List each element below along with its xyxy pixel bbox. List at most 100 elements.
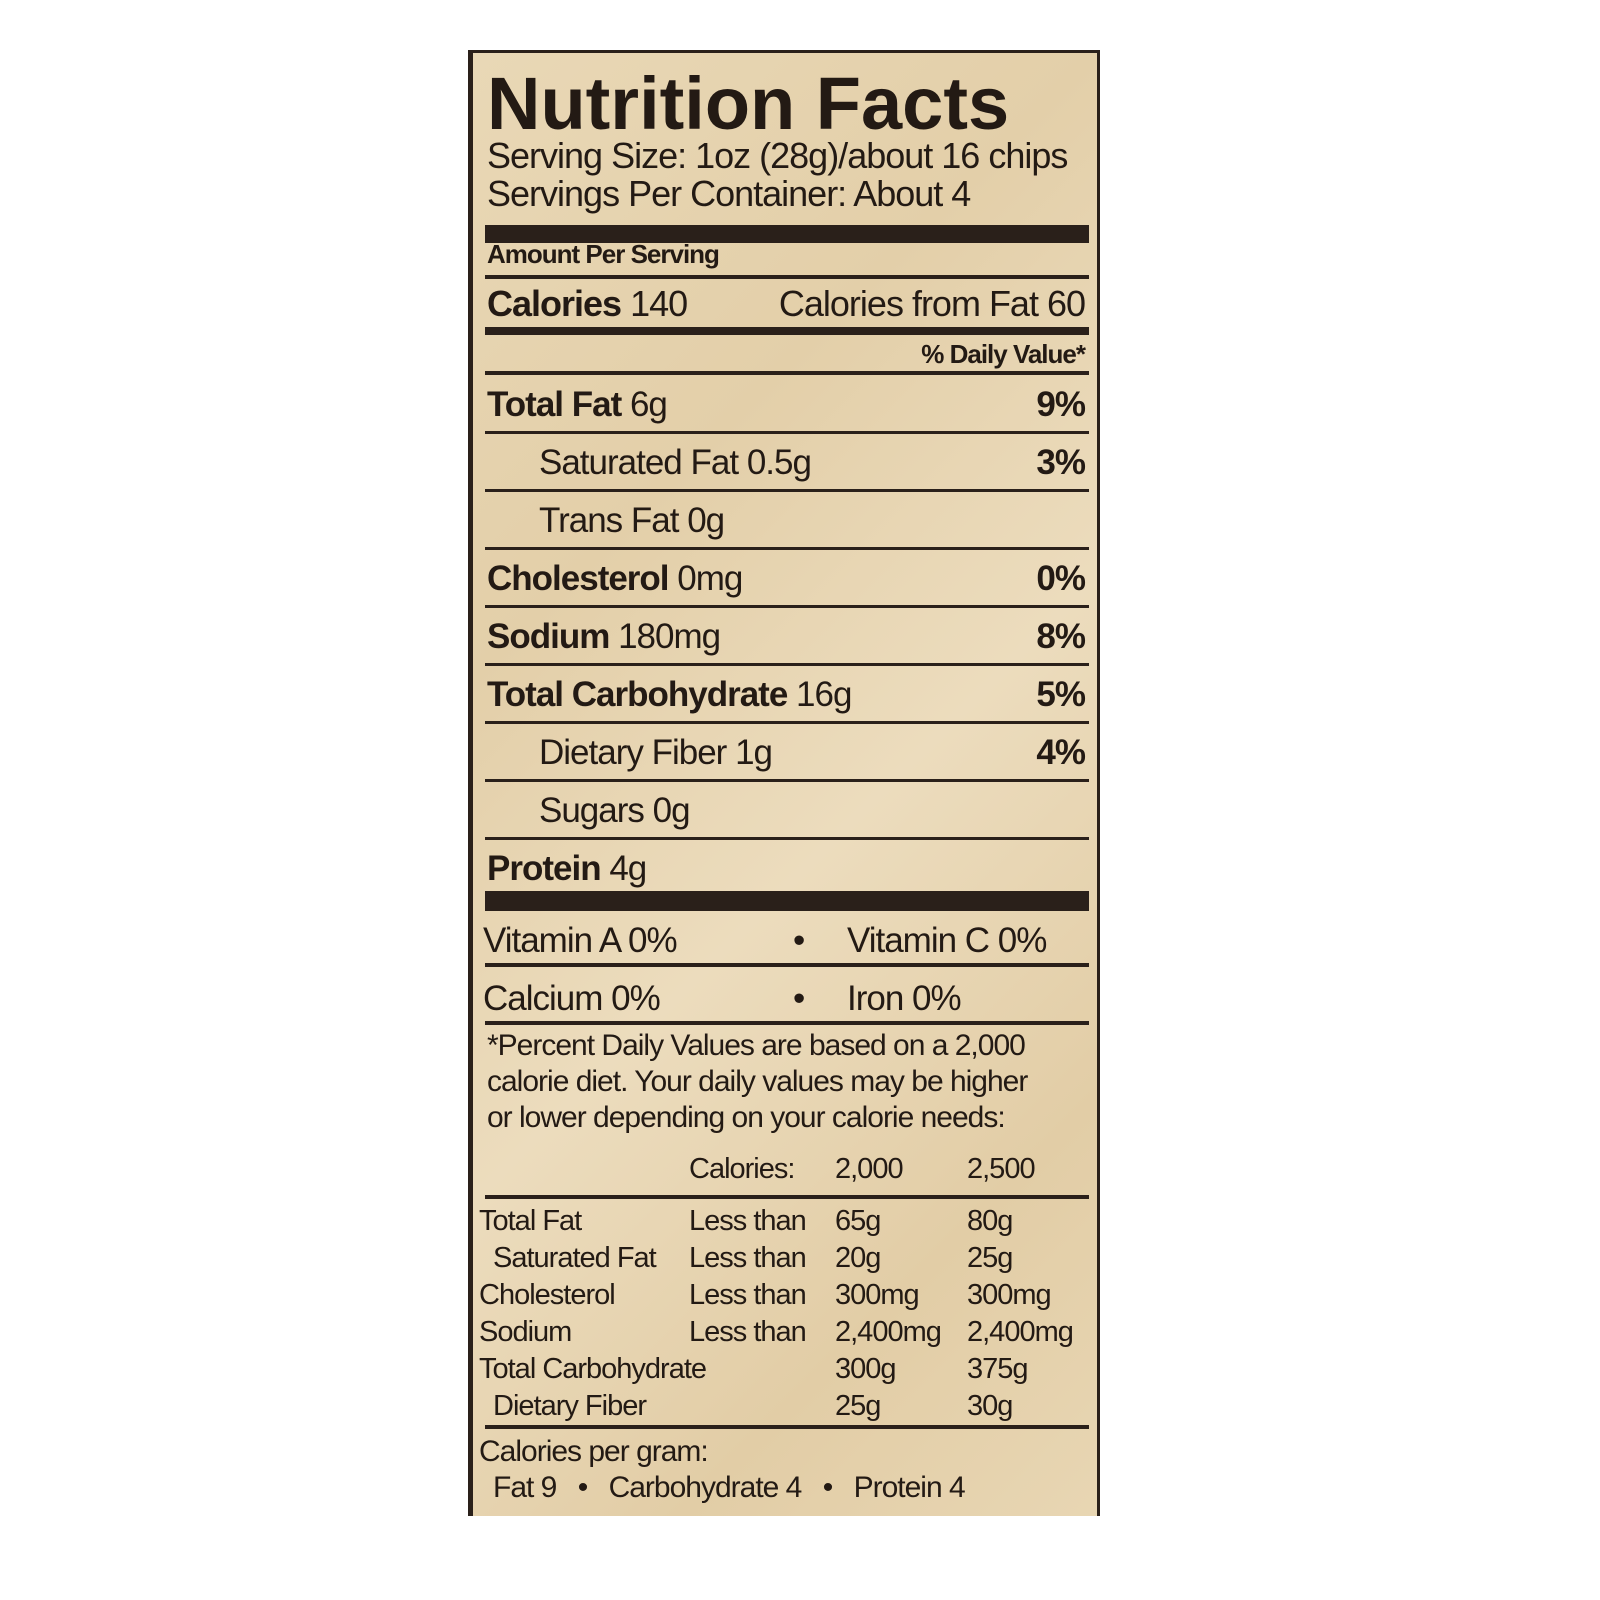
reference-row: Total Fat Less than 65g 80g [479, 1205, 1089, 1242]
footnote-line: or lower depending on your calorie needs… [487, 1101, 1006, 1134]
divider [485, 837, 1089, 840]
nutrient-row: Sugars 0g [485, 783, 1089, 840]
reference-cell: Less than [689, 1242, 807, 1274]
divider [485, 1425, 1089, 1429]
nutrient-name-amount: Sodium 180mg [487, 617, 721, 657]
footnote-line: calorie diet. Your daily values may be h… [487, 1065, 1028, 1098]
cpg-carbohydrate: Carbohydrate 4 [608, 1471, 803, 1504]
divider [485, 779, 1089, 782]
vitamin-row: Calcium 0% • Iron 0% [483, 971, 1089, 1027]
divider [485, 721, 1089, 724]
vitamin-right: Vitamin C 0% [847, 921, 1047, 960]
nutrient-amount: 16g [796, 675, 852, 714]
nutrient-name: Trans Fat [539, 501, 679, 540]
nutrient-name-amount: Saturated Fat 0.5g [539, 443, 812, 483]
nutrient-daily-value: 8% [1036, 617, 1086, 656]
nutrient-name-amount: Total Fat 6g [487, 385, 668, 425]
calories-from-fat: Calories from Fat 60 [778, 283, 1086, 324]
nutrient-name-amount: Sugars 0g [539, 791, 691, 831]
reference-header: Calories: 2,000 2,500 [485, 1153, 1089, 1199]
calories-per-gram-heading: Calories per gram: [479, 1435, 709, 1468]
nutrient-name: Saturated Fat [539, 443, 739, 482]
reference-cell: 80g [967, 1205, 1013, 1237]
bullet: • [822, 1471, 833, 1504]
reference-cell: 2,400mg [835, 1316, 942, 1348]
reference-cell: Saturated Fat [493, 1242, 657, 1274]
nutrient-amount: 0g [687, 501, 725, 540]
calories-label: Calories [487, 283, 622, 324]
divider [485, 1021, 1089, 1025]
nutrient-name-amount: Cholesterol 0mg [487, 559, 743, 599]
bullet: • [793, 921, 805, 960]
reference-cell: 25g [967, 1242, 1013, 1274]
cpg-fat: Fat 9 [493, 1471, 557, 1504]
bullet: • [577, 1471, 588, 1504]
reference-cell: Less than [689, 1316, 807, 1348]
nutrient-daily-value: 5% [1036, 675, 1086, 714]
reference-header-cell: 2,500 [967, 1153, 1036, 1185]
thick-divider [485, 225, 1089, 243]
nutrient-daily-value: 0% [1036, 559, 1086, 598]
nutrient-row: Trans Fat 0g [485, 493, 1089, 550]
reference-header-cell: Calories: [689, 1153, 795, 1185]
reference-row: Cholesterol Less than 300mg 300mg [479, 1279, 1089, 1316]
nutrient-name: Sugars [539, 791, 645, 830]
reference-cell: Cholesterol [479, 1279, 616, 1311]
footnote: *Percent Daily Values are based on a 2,0… [487, 1028, 1028, 1136]
vitamin-right: Iron 0% [847, 979, 962, 1018]
nutrient-row: Cholesterol 0mg 0% [485, 551, 1089, 608]
nutrient-amount: 180mg [618, 617, 721, 656]
divider [485, 1195, 1089, 1199]
nutrient-amount: 1g [735, 733, 773, 772]
divider [485, 605, 1089, 608]
reference-cell: 25g [835, 1390, 881, 1422]
vitamin-left: Calcium 0% [483, 979, 661, 1018]
nutrient-daily-value: 4% [1036, 733, 1086, 772]
reference-row: Saturated Fat Less than 20g 25g [487, 1242, 1089, 1279]
nutrient-row: Total Carbohydrate 16g 5% [485, 667, 1089, 724]
reference-cell: Total Carbohydrate [479, 1353, 707, 1385]
serving-size: Serving Size: 1oz (28g)/about 16 chips [487, 135, 1068, 176]
nutrient-daily-value: 3% [1036, 443, 1086, 482]
reference-cell: Less than [689, 1279, 807, 1311]
reference-cell: 300mg [835, 1279, 920, 1311]
servings-per-container: Servings Per Container: About 4 [487, 173, 971, 214]
divider [485, 371, 1089, 375]
label-title: Nutrition Facts [487, 62, 1010, 145]
amount-per-serving: Amount Per Serving [487, 239, 720, 269]
divider [485, 547, 1089, 550]
nutrient-amount: 0.5g [746, 443, 812, 482]
reference-cell: 20g [835, 1242, 881, 1274]
nutrient-name: Cholesterol [487, 559, 670, 598]
vitamin-row: Vitamin A 0% • Vitamin C 0% [483, 913, 1089, 969]
nutrient-row: Sodium 180mg 8% [485, 609, 1089, 666]
divider [485, 275, 1089, 279]
reference-header-cell: 2,000 [835, 1153, 904, 1185]
reference-row: Total Carbohydrate 300g 375g [479, 1353, 1089, 1390]
divider [485, 489, 1089, 492]
nutrient-row: Dietary Fiber 1g 4% [485, 725, 1089, 782]
nutrient-daily-value: 9% [1036, 385, 1086, 424]
divider [485, 327, 1089, 335]
nutrient-name: Sodium [487, 617, 610, 656]
nutrient-name: Total Fat [487, 385, 622, 424]
nutrient-name-amount: Dietary Fiber 1g [539, 733, 773, 773]
footnote-line: *Percent Daily Values are based on a 2,0… [487, 1029, 1026, 1062]
thick-divider [485, 891, 1089, 911]
vitamin-left: Vitamin A 0% [483, 921, 678, 960]
reference-cell: Sodium [479, 1316, 572, 1348]
reference-cell: Total Fat [479, 1205, 582, 1237]
nutrient-name: Total Carbohydrate [487, 675, 788, 714]
reference-cell: 30g [967, 1390, 1013, 1422]
calories-value: 140 [630, 283, 688, 324]
nutrient-row: Saturated Fat 0.5g 3% [485, 435, 1089, 492]
reference-cell: 375g [967, 1353, 1029, 1385]
bullet: • [793, 979, 805, 1018]
calories-row: Calories 140 [487, 283, 688, 325]
nutrient-amount: 0g [652, 791, 691, 830]
nutrient-name-amount: Protein 4g [487, 849, 647, 889]
nutrient-name-amount: Total Carbohydrate 16g [487, 675, 852, 715]
nutrient-amount: 6g [629, 385, 668, 424]
calories-per-gram-values: Fat 9 • Carbohydrate 4 • Protein 4 [493, 1471, 966, 1505]
nutrient-amount: 4g [609, 849, 647, 888]
